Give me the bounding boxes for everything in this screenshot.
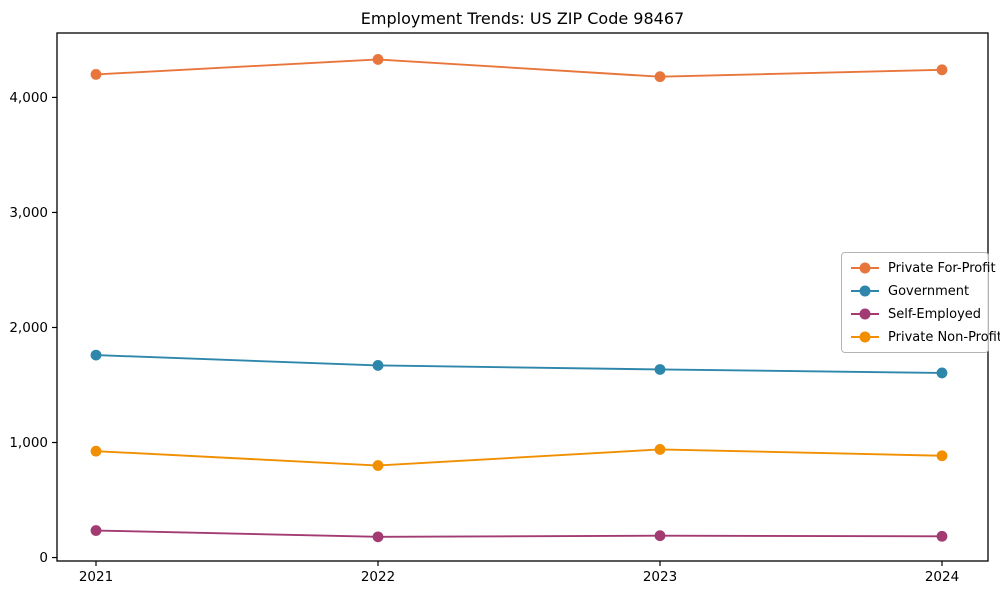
x-tick-label: 2024 (925, 569, 959, 585)
series-point-private-for-profit (936, 64, 948, 76)
legend-line-swatch (851, 331, 879, 343)
series-point-self-employed (936, 530, 948, 542)
x-tick-label: 2021 (79, 569, 113, 585)
y-tick-label: 4,000 (9, 90, 48, 106)
series-line-private-non-profit (95, 448, 943, 467)
legend-label: Private Non-Profit (888, 329, 1000, 345)
legend-item-private-for-profit: Private For-Profit (851, 260, 996, 276)
legend-marker-dot (859, 262, 871, 274)
series-line-government (95, 354, 943, 374)
y-tick-label: 3,000 (9, 205, 48, 221)
x-tick-label: 2023 (643, 569, 677, 585)
series-point-private-non-profit (90, 445, 102, 457)
series-point-self-employed (654, 530, 666, 542)
y-tick-label: 1,000 (9, 435, 48, 451)
chart-title: Employment Trends: US ZIP Code 98467 (360, 9, 685, 28)
legend-label: Self-Employed (888, 306, 982, 322)
legend: Private For-Profit Government Self-Employe… (841, 252, 1000, 353)
series-point-private-non-profit (936, 450, 948, 462)
legend-marker-dot (859, 285, 871, 297)
legend-item-government: Government (851, 283, 978, 299)
series-point-private-for-profit (90, 69, 102, 80)
series-point-government (372, 360, 384, 371)
series-line-self-employed (95, 529, 943, 538)
legend-item-private-non-profit: Private Non-Profit (851, 329, 1000, 345)
y-tick-label: 0 (39, 550, 48, 566)
legend-marker-dot (859, 308, 871, 320)
series-point-government (90, 349, 102, 361)
x-tick-label: 2022 (361, 569, 395, 585)
legend-line-swatch (851, 308, 879, 320)
y-tick-label: 2,000 (9, 320, 48, 336)
legend-label: Private For-Profit (888, 260, 996, 276)
series-point-self-employed (372, 531, 384, 543)
series-point-private-non-profit (654, 444, 666, 455)
series-point-private-for-profit (372, 54, 384, 65)
series-point-government (936, 367, 948, 379)
series-point-self-employed (90, 525, 102, 536)
series-point-private-non-profit (372, 460, 384, 471)
legend-line-swatch (851, 285, 879, 297)
series-point-private-for-profit (654, 71, 666, 83)
series-line-private-for-profit (95, 58, 943, 78)
series-point-government (654, 364, 666, 375)
legend-marker-dot (859, 331, 871, 343)
legend-item-self-employed: Self-Employed (851, 306, 982, 322)
legend-line-swatch (851, 262, 879, 274)
legend-label: Government (888, 283, 970, 299)
